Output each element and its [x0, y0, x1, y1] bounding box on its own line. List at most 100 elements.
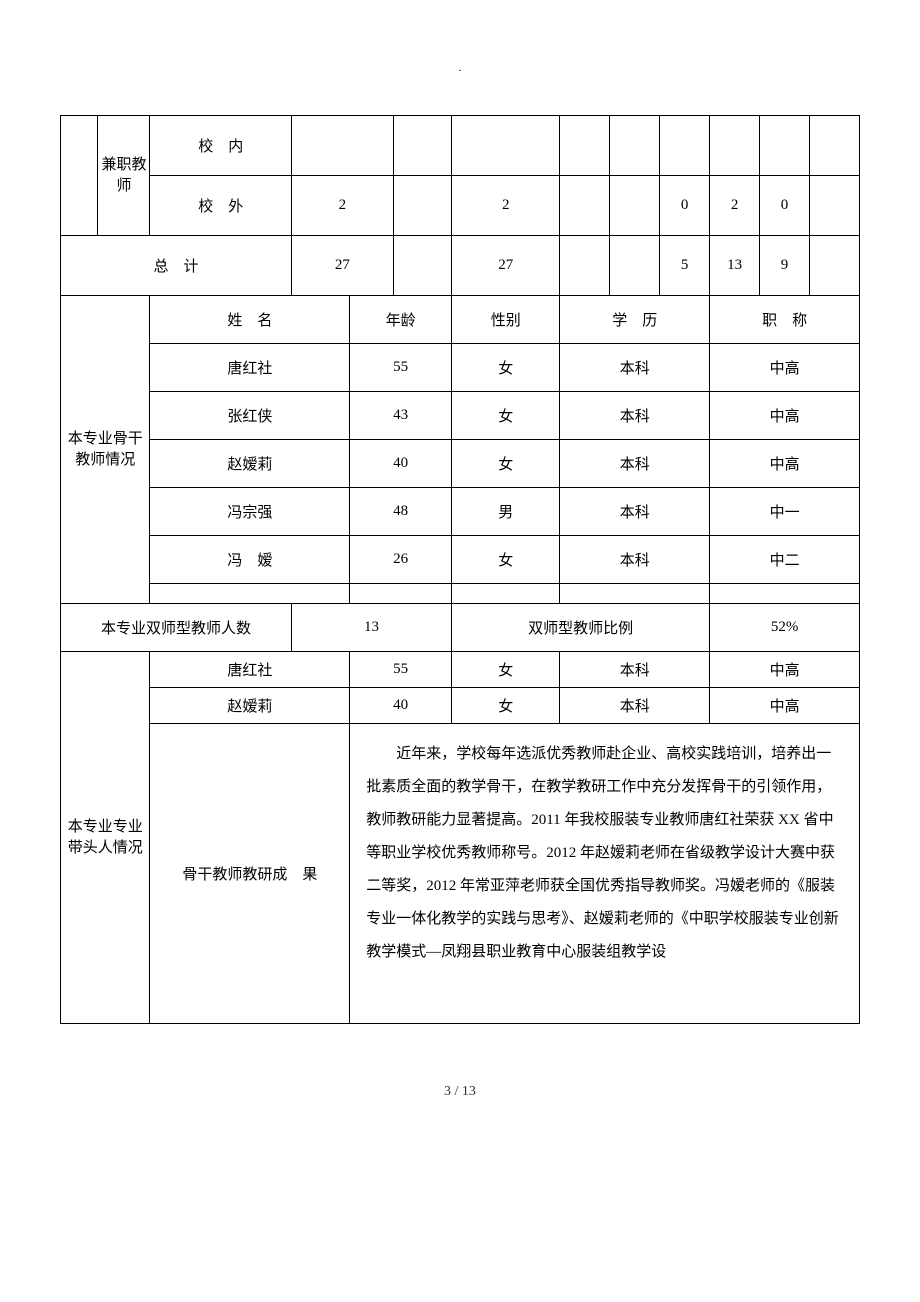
cell-title: 中高	[710, 652, 860, 688]
cell	[610, 176, 660, 236]
cell: 27	[291, 236, 393, 296]
cell-gender: 女	[452, 440, 560, 488]
backbone-header: 本专业骨干教师情况 姓 名 年龄 性别 学 历 职 称	[61, 296, 860, 344]
cell-edu: 本科	[560, 488, 710, 536]
cell-age: 43	[350, 392, 452, 440]
parttime-row-internal: 兼职教师 校 内	[61, 116, 860, 176]
cell-edu: 本科	[560, 688, 710, 724]
role-internal: 校 内	[150, 116, 291, 176]
cell-title: 中高	[710, 688, 860, 724]
cell-name: 赵嫒莉	[150, 440, 350, 488]
dual-row: 本专业双师型教师人数 13 双师型教师比例 52%	[61, 604, 860, 652]
dual-ratio-label: 双师型教师比例	[452, 604, 710, 652]
cell	[291, 116, 393, 176]
backbone-blank-row	[61, 584, 860, 604]
backbone-row: 赵嫒莉 40 女 本科 中高	[61, 440, 860, 488]
dual-ratio: 52%	[710, 604, 860, 652]
cell-age: 26	[350, 536, 452, 584]
cell-title: 中高	[710, 392, 860, 440]
cell-gender: 女	[452, 392, 560, 440]
cell-title: 中一	[710, 488, 860, 536]
cell-age: 55	[350, 652, 452, 688]
dual-label: 本专业双师型教师人数	[61, 604, 292, 652]
cell-gender: 女	[452, 536, 560, 584]
cell: 9	[760, 236, 810, 296]
leader-result-row: 骨干教师教研成 果 近年来，学校每年选派优秀教师赴企业、高校实践培训，培养出一批…	[61, 724, 860, 1024]
col-gender: 性别	[452, 296, 560, 344]
cell	[760, 116, 810, 176]
cell: 0	[660, 176, 710, 236]
cell-gender: 女	[452, 344, 560, 392]
col-edu: 学 历	[560, 296, 710, 344]
cell-gender: 女	[452, 688, 560, 724]
col-title: 职 称	[710, 296, 860, 344]
cell	[560, 116, 610, 176]
parttime-row-external: 校 外 2 2 0 2 0	[61, 176, 860, 236]
cell-edu: 本科	[560, 392, 710, 440]
parttime-label: 兼职教师	[98, 116, 150, 236]
cell-gender: 女	[452, 652, 560, 688]
cell-name: 张红侠	[150, 392, 350, 440]
total-row: 总 计 27 27 5 13 9	[61, 236, 860, 296]
cell	[560, 176, 610, 236]
leader-row: 本专业专业带头人情况 唐红社 55 女 本科 中高	[61, 652, 860, 688]
total-label: 总 计	[61, 236, 292, 296]
col-age: 年龄	[350, 296, 452, 344]
col-name: 姓 名	[150, 296, 350, 344]
cell-name: 唐红社	[150, 652, 350, 688]
cell	[350, 584, 452, 604]
leader-row: 赵嫒莉 40 女 本科 中高	[61, 688, 860, 724]
cell	[710, 584, 860, 604]
cell	[452, 116, 560, 176]
cell	[452, 584, 560, 604]
cell-age: 55	[350, 344, 452, 392]
cell-edu: 本科	[560, 536, 710, 584]
role-external: 校 外	[150, 176, 291, 236]
cell-name: 唐红社	[150, 344, 350, 392]
blank-left	[61, 116, 98, 236]
backbone-row: 张红侠 43 女 本科 中高	[61, 392, 860, 440]
cell	[710, 116, 760, 176]
cell-age: 48	[350, 488, 452, 536]
cell-title: 中二	[710, 536, 860, 584]
cell: 27	[452, 236, 560, 296]
cell-title: 中高	[710, 344, 860, 392]
backbone-row: 冯宗强 48 男 本科 中一	[61, 488, 860, 536]
cell: 2	[291, 176, 393, 236]
cell-age: 40	[350, 688, 452, 724]
cell	[810, 116, 860, 176]
cell-name: 赵嫒莉	[150, 688, 350, 724]
cell	[560, 584, 710, 604]
backbone-label: 本专业骨干教师情况	[61, 296, 150, 604]
result-paragraph: 近年来，学校每年选派优秀教师赴企业、高校实践培训，培养出一批素质全面的教学骨干，…	[366, 738, 843, 969]
cell: 2	[452, 176, 560, 236]
header-dot: .	[60, 60, 860, 75]
cell-age: 40	[350, 440, 452, 488]
cell	[810, 236, 860, 296]
cell-name: 冯宗强	[150, 488, 350, 536]
backbone-row: 唐红社 55 女 本科 中高	[61, 344, 860, 392]
result-label: 骨干教师教研成 果	[150, 724, 350, 1024]
leader-label: 本专业专业带头人情况	[61, 652, 150, 1024]
cell	[810, 176, 860, 236]
result-text: 近年来，学校每年选派优秀教师赴企业、高校实践培训，培养出一批素质全面的教学骨干，…	[350, 724, 860, 1024]
cell: 5	[660, 236, 710, 296]
dual-count: 13	[291, 604, 451, 652]
cell	[560, 236, 610, 296]
cell-edu: 本科	[560, 652, 710, 688]
cell-edu: 本科	[560, 440, 710, 488]
cell	[393, 236, 451, 296]
cell	[150, 584, 350, 604]
cell	[610, 116, 660, 176]
page-footer: 3 / 13	[60, 1084, 860, 1100]
cell-edu: 本科	[560, 344, 710, 392]
cell: 0	[760, 176, 810, 236]
cell-gender: 男	[452, 488, 560, 536]
document-table: 兼职教师 校 内 校 外 2 2 0 2 0 总 计 27 27 5 13 9	[60, 115, 860, 1024]
cell: 2	[710, 176, 760, 236]
cell	[393, 116, 451, 176]
cell: 13	[710, 236, 760, 296]
cell-name: 冯 嫒	[150, 536, 350, 584]
backbone-row: 冯 嫒 26 女 本科 中二	[61, 536, 860, 584]
cell	[660, 116, 710, 176]
